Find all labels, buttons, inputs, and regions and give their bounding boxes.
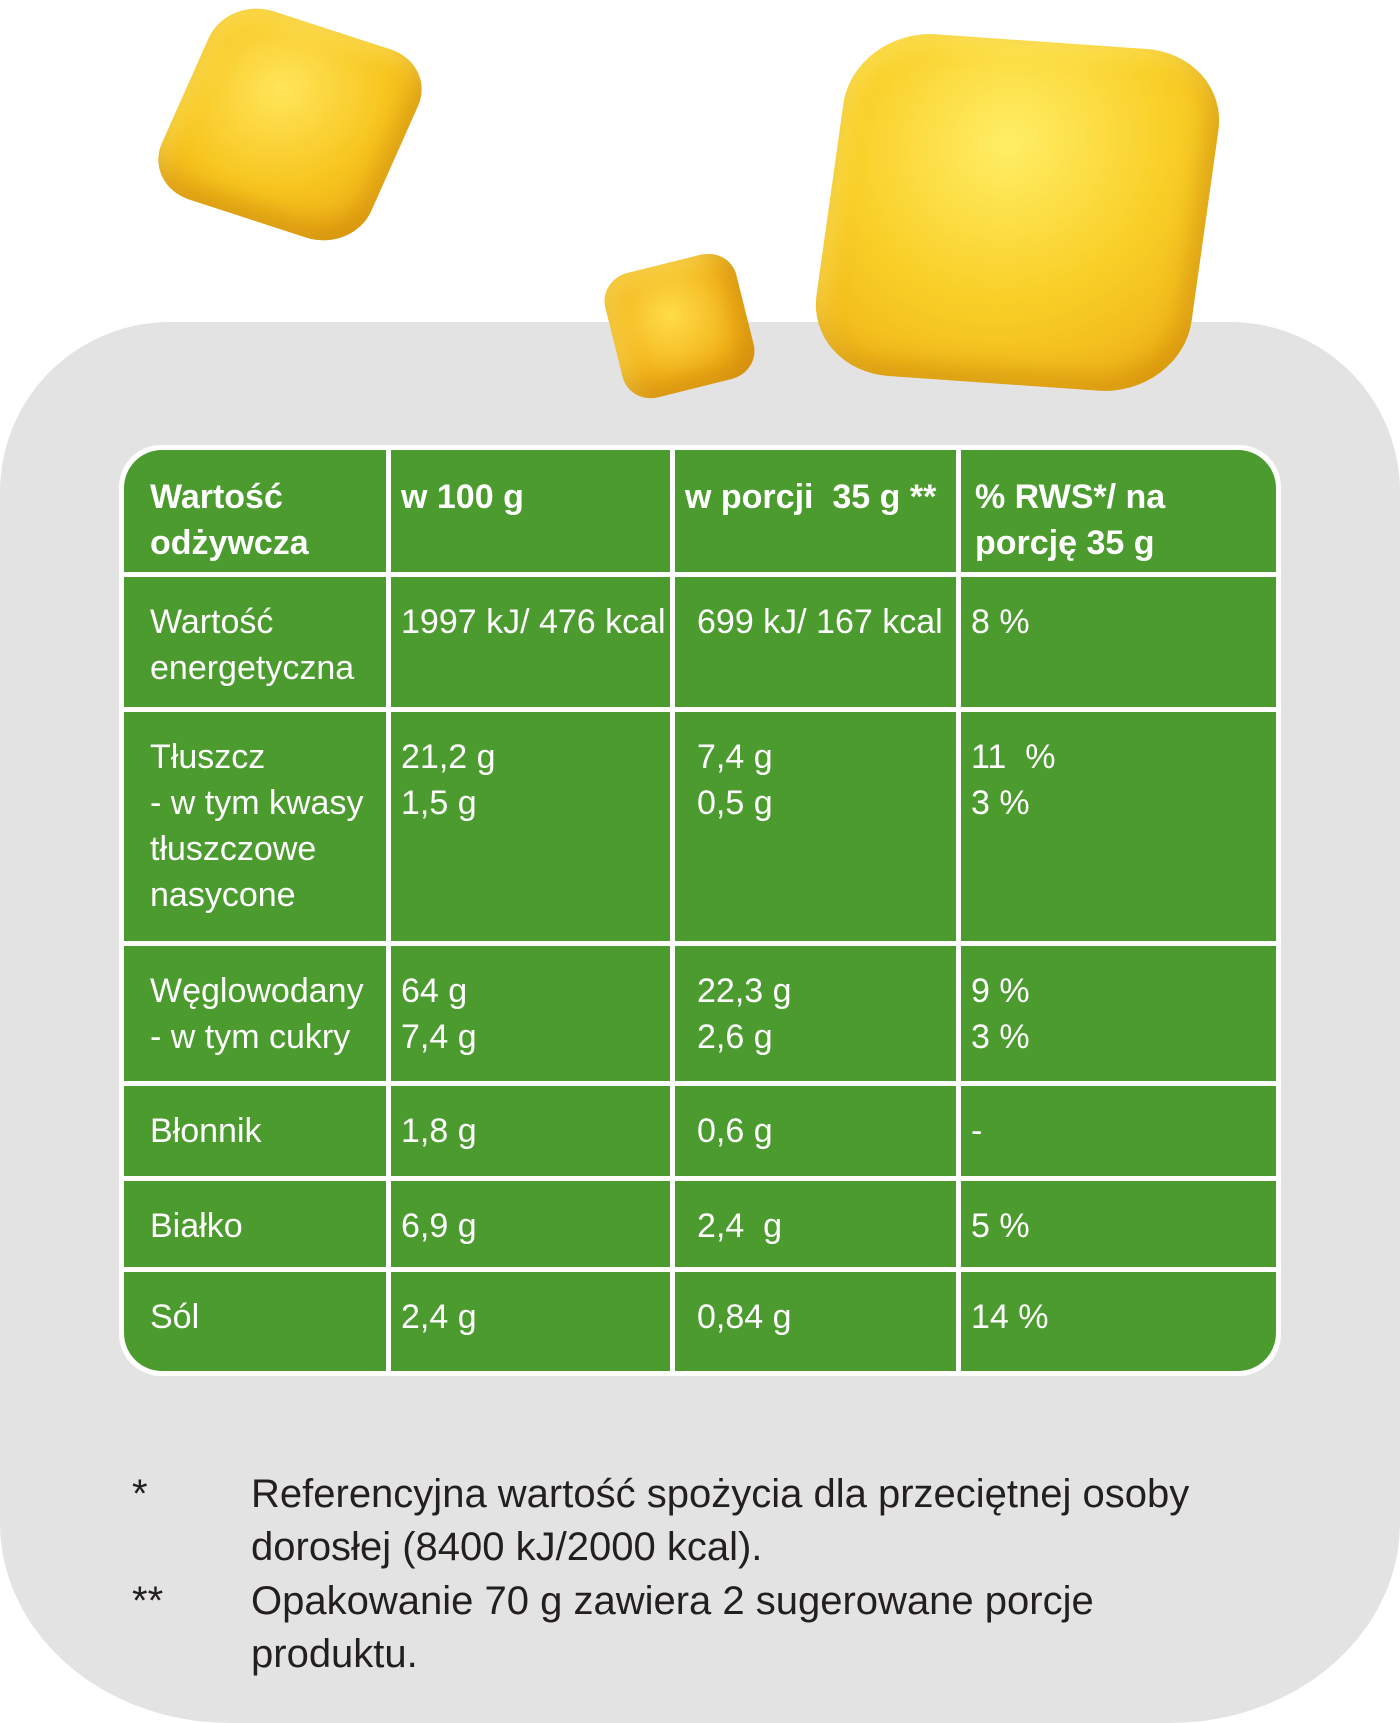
per-portion-cell: 2,4 g [675, 1180, 956, 1268]
rws-cell: 9 % 3 % [961, 946, 1276, 1082]
per-100g-cell: 21,2 g 1,5 g [391, 711, 670, 942]
per-portion-cell: 0,84 g [675, 1272, 956, 1371]
header-text: w porcji 35 g ** [685, 478, 937, 516]
nutrition-table: Wartość odżywcza w 100 g w porcji 35 g **… [119, 445, 1281, 1376]
footnote-text: Opakowanie 70 g zawiera 2 sugerowane por… [251, 1579, 1094, 1623]
cell-text: 8 % [971, 602, 1030, 641]
rws-cell: 11 % 3 % [961, 711, 1276, 942]
rws-cell: - [961, 1086, 1276, 1176]
per-100g-cell: 6,9 g [391, 1180, 670, 1268]
per-100g-cell: 2,4 g [391, 1272, 670, 1371]
cell-text: 14 % [971, 1298, 1049, 1337]
footnote-text: dorosłej (8400 kJ/2000 kcal). [251, 1525, 763, 1569]
header-text: Wartość [150, 478, 283, 516]
product-cube-image [805, 28, 1230, 397]
cell-text: 0,6 g [697, 1112, 773, 1151]
per-100g-cell: 1997 kJ/ 476 kcal [391, 576, 670, 707]
cell-text: 22,3 g [697, 972, 792, 1011]
nutrient-name-cell: Białko [124, 1180, 386, 1268]
header-text: % RWS*/ na [975, 478, 1166, 516]
header-rws: % RWS*/ na porcję 35 g [961, 450, 1276, 572]
header-per-100g: w 100 g [391, 450, 670, 572]
table-row: Wartość energetyczna 1997 kJ/ 476 kcal 699 … [124, 576, 1276, 707]
per-portion-cell: 7,4 g 0,5 g [675, 711, 956, 942]
footnote-marker: ** [132, 1579, 164, 1623]
footnote-text: produktu. [251, 1632, 418, 1676]
nutrient-name-cell: Błonnik [124, 1086, 386, 1176]
cell-text: 1,5 g [401, 783, 477, 822]
cell-text: - w tym cukry [150, 1018, 351, 1057]
per-portion-cell: 0,6 g [675, 1086, 956, 1176]
nutrient-name-cell: Tłuszcz - w tym kwasy tłuszczowe nasycone [124, 711, 386, 942]
cell-text: 699 kJ/ 167 kcal [697, 602, 943, 641]
cell-text: 11 % [971, 737, 1056, 776]
cell-text: 0,5 g [697, 783, 773, 822]
header-text: odżywcza [150, 524, 309, 562]
rws-cell: 8 % [961, 576, 1276, 707]
table-row: Sól 2,4 g 0,84 g 14 % [124, 1272, 1276, 1371]
per-100g-cell: 64 g 7,4 g [391, 946, 670, 1082]
cell-text: 2,6 g [697, 1018, 773, 1057]
header-text: porcję 35 g [975, 524, 1155, 562]
cell-text: Tłuszcz [150, 737, 266, 776]
cell-text: 0,84 g [697, 1298, 792, 1337]
cell-text: energetyczna [150, 648, 355, 687]
per-portion-cell: 22,3 g 2,6 g [675, 946, 956, 1082]
table-row: Błonnik 1,8 g 0,6 g - [124, 1086, 1276, 1176]
nutrient-name-cell: Sól [124, 1272, 386, 1371]
cell-text: Węglowodany [150, 972, 364, 1011]
cell-text: 7,4 g [697, 737, 773, 776]
cell-text: Białko [150, 1206, 243, 1245]
footnote-marker: * [132, 1472, 148, 1516]
cell-text: 6,9 g [401, 1206, 477, 1245]
cell-text: 2,4 g [401, 1298, 477, 1337]
rws-cell: 14 % [961, 1272, 1276, 1371]
cell-text: 1997 kJ/ 476 kcal [401, 602, 666, 641]
cell-text: 2,4 g [697, 1206, 783, 1245]
cell-text: - [971, 1112, 983, 1151]
cell-text: 21,2 g [401, 737, 496, 776]
cell-text: 9 % [971, 972, 1030, 1011]
per-100g-cell: 1,8 g [391, 1086, 670, 1176]
header-per-portion: w porcji 35 g ** [675, 450, 956, 572]
cell-text: 7,4 g [401, 1018, 477, 1057]
cell-text: Sól [150, 1298, 200, 1337]
cell-text: nasycone [150, 875, 296, 914]
cell-text: Błonnik [150, 1112, 262, 1151]
table-row: Tłuszcz - w tym kwasy tłuszczowe nasycone 21… [124, 711, 1276, 942]
nutrient-name-cell: Węglowodany - w tym cukry [124, 946, 386, 1082]
footnote-text: Referencyjna wartość spożycia dla przeci… [251, 1472, 1190, 1516]
table-row: Białko 6,9 g 2,4 g 5 % [124, 1180, 1276, 1268]
product-cube-image [143, 0, 437, 253]
cell-text: 5 % [971, 1206, 1030, 1245]
cell-text: 3 % [971, 783, 1030, 822]
header-text: w 100 g [401, 478, 524, 516]
cell-text: tłuszczowe [150, 829, 317, 868]
cell-text: 64 g [401, 972, 468, 1011]
cell-text: Wartość [150, 602, 274, 641]
per-portion-cell: 699 kJ/ 167 kcal [675, 576, 956, 707]
cell-text: - w tym kwasy [150, 783, 364, 822]
header-nutrient: Wartość odżywcza [124, 450, 386, 572]
cell-text: 1,8 g [401, 1112, 477, 1151]
nutrient-name-cell: Wartość energetyczna [124, 576, 386, 707]
rws-cell: 5 % [961, 1180, 1276, 1268]
table-header-row: Wartość odżywcza w 100 g w porcji 35 g **… [124, 450, 1276, 572]
cell-text: 3 % [971, 1018, 1030, 1057]
